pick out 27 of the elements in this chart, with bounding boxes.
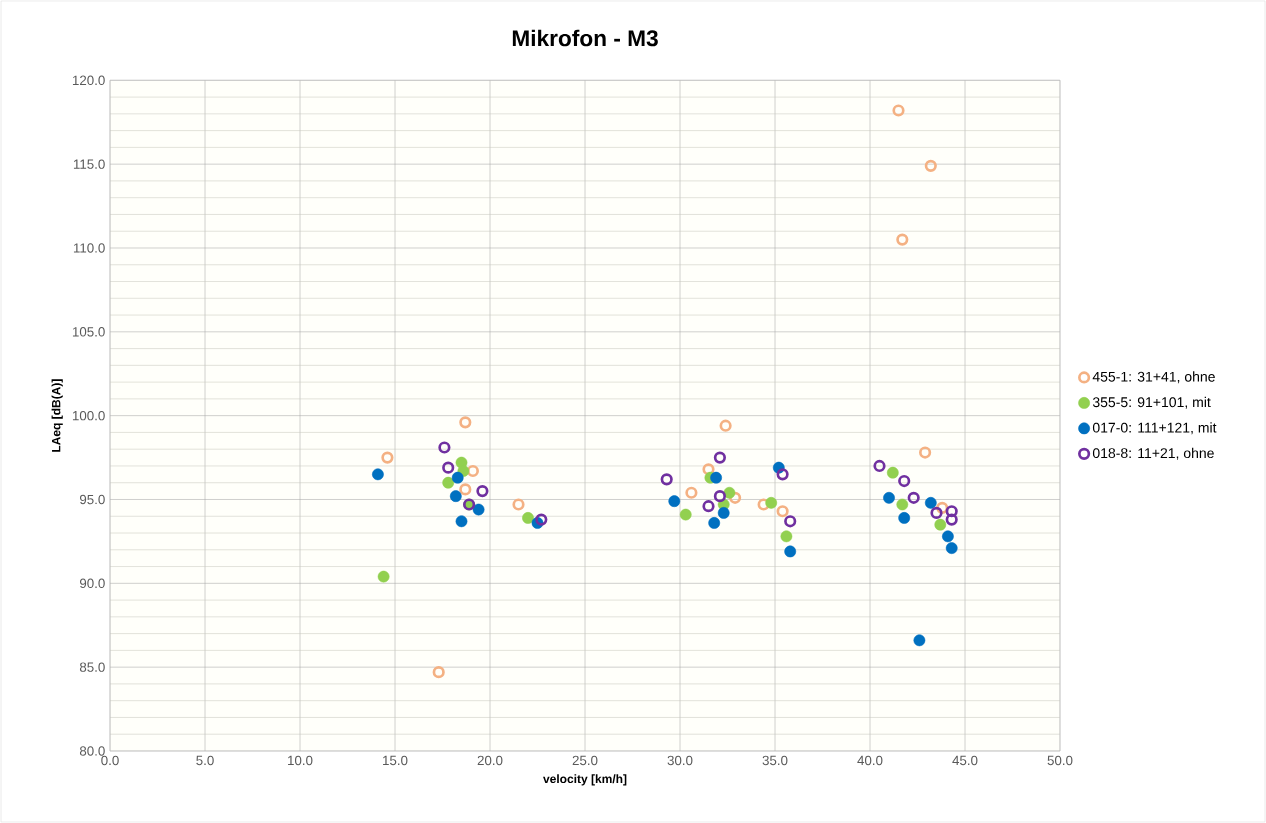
x-axis-title: velocity [km/h] <box>543 774 627 786</box>
y-tick-label: 120.0 <box>72 75 105 86</box>
y-axis-title: LAeq [dB(A)] <box>51 379 63 452</box>
legend-label: 018-8: 11+21, ohne <box>1092 447 1214 460</box>
x-tick-label: 45.0 <box>952 755 978 766</box>
y-tick-label: 80.0 <box>79 746 105 756</box>
x-tick-label: 5.0 <box>196 755 214 766</box>
y-tick-label: 110.0 <box>73 243 105 253</box>
x-tick-label: 15.0 <box>383 755 408 766</box>
y-tick-label: 85.0 <box>79 662 105 672</box>
legend-label: 455-1: 31+41, ohne <box>1092 371 1215 384</box>
x-tick-label: 0.0 <box>101 755 119 766</box>
y-tick-label: 105.0 <box>72 327 105 337</box>
legend-label: 017-0: 111+121, mit <box>1092 422 1217 435</box>
x-tick-label: 30.0 <box>667 755 693 766</box>
y-tick-label: 100.0 <box>72 410 105 421</box>
x-tick-label: 35.0 <box>762 755 788 766</box>
y-tick-label: 90.0 <box>79 578 105 589</box>
y-tick-label: 115.0 <box>73 159 105 169</box>
y-tick-label: 95.0 <box>79 494 105 505</box>
legend-label: 355-5: 91+101, mit <box>1092 396 1211 409</box>
x-tick-label: 25.0 <box>572 755 598 766</box>
chart-title: Mikrofon - M3 <box>512 29 658 47</box>
x-tick-label: 10.0 <box>288 755 313 766</box>
x-tick-label: 20.0 <box>477 755 503 766</box>
x-tick-label: 40.0 <box>857 755 883 766</box>
x-tick-label: 50.0 <box>1047 755 1073 766</box>
